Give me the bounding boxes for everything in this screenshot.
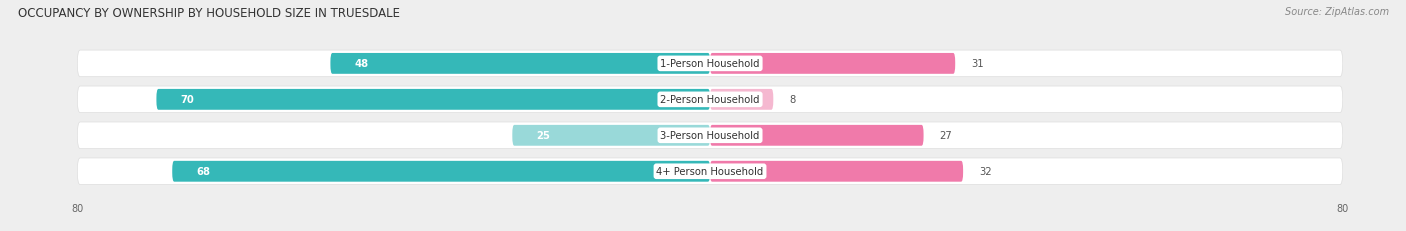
Text: 1-Person Household: 1-Person Household (661, 59, 759, 69)
Text: Source: ZipAtlas.com: Source: ZipAtlas.com (1285, 7, 1389, 17)
Text: 2-Person Household: 2-Person Household (661, 95, 759, 105)
Text: 80: 80 (1337, 203, 1348, 213)
FancyBboxPatch shape (710, 54, 955, 74)
FancyBboxPatch shape (710, 161, 963, 182)
Text: 3-Person Household: 3-Person Household (661, 131, 759, 141)
FancyBboxPatch shape (710, 125, 924, 146)
FancyBboxPatch shape (77, 87, 1343, 113)
Text: 70: 70 (180, 95, 194, 105)
Text: 68: 68 (195, 167, 209, 176)
FancyBboxPatch shape (77, 122, 1343, 149)
Text: 48: 48 (354, 59, 368, 69)
Text: OCCUPANCY BY OWNERSHIP BY HOUSEHOLD SIZE IN TRUESDALE: OCCUPANCY BY OWNERSHIP BY HOUSEHOLD SIZE… (18, 7, 401, 20)
FancyBboxPatch shape (710, 90, 773, 110)
Text: 31: 31 (972, 59, 984, 69)
FancyBboxPatch shape (512, 125, 710, 146)
Text: 8: 8 (789, 95, 796, 105)
Text: 4+ Person Household: 4+ Person Household (657, 167, 763, 176)
Text: 27: 27 (939, 131, 952, 141)
FancyBboxPatch shape (173, 161, 710, 182)
FancyBboxPatch shape (330, 54, 710, 74)
FancyBboxPatch shape (77, 51, 1343, 77)
FancyBboxPatch shape (77, 158, 1343, 185)
Text: 80: 80 (72, 203, 83, 213)
Text: 25: 25 (536, 131, 550, 141)
FancyBboxPatch shape (156, 90, 710, 110)
Text: 32: 32 (979, 167, 991, 176)
